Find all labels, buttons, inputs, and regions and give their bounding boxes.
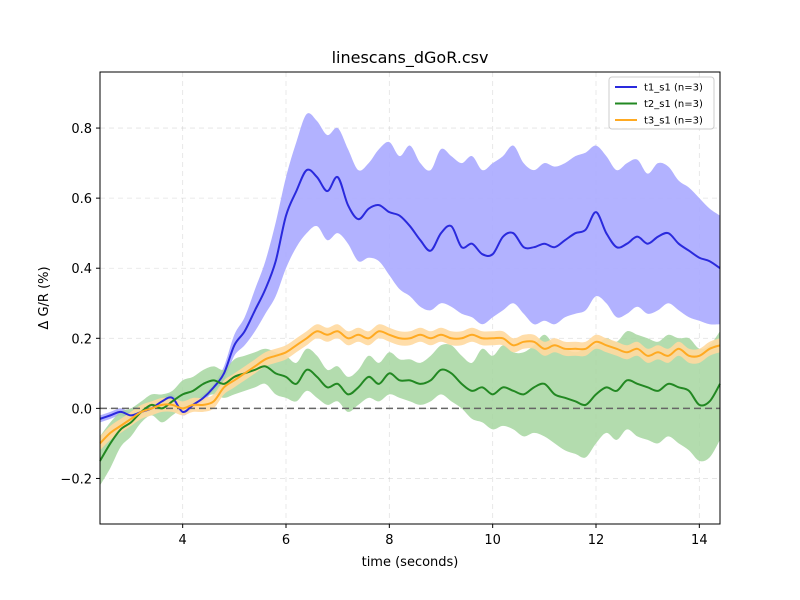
band-1 <box>100 113 720 423</box>
series-line-2 <box>99 365 721 462</box>
series-line-3 <box>99 330 721 445</box>
y-axis-label: Δ G/R (%) <box>37 266 52 329</box>
x-tick-label: 14 <box>691 533 708 548</box>
y-tick-label: 0.2 <box>71 332 92 347</box>
y-tick-label: 0.6 <box>71 192 92 207</box>
y-tick-label: 0.8 <box>71 122 92 137</box>
series-lines <box>99 168 721 462</box>
x-tick-label: 12 <box>588 533 605 548</box>
x-axis-label: time (seconds) <box>362 555 459 570</box>
legend-label-2: t2_s1 (n=3) <box>644 99 703 110</box>
x-tick-label: 10 <box>484 533 501 548</box>
x-tick-label: 6 <box>282 533 290 548</box>
legend-label-1: t1_s1 (n=3) <box>644 83 703 94</box>
x-tick-label: 4 <box>179 533 187 548</box>
chart-title: linescans_dGoR.csv <box>332 48 489 68</box>
y-tick-label: 0.0 <box>71 402 92 417</box>
legend-label-3: t3_s1 (n=3) <box>644 116 703 127</box>
legend-box <box>608 76 715 130</box>
band-3 <box>100 324 720 451</box>
y-tick-label: 0.4 <box>71 262 92 277</box>
series-line-1 <box>99 168 721 420</box>
y-axis-ticks: −0.2 0.0 0.2 0.4 0.6 0.8 <box>60 122 100 487</box>
legend: t1_s1 (n=3) t2_s1 (n=3) t3_s1 (n=3) <box>608 76 715 130</box>
plot-area-frame <box>99 71 721 525</box>
x-tick-label: 8 <box>385 533 393 548</box>
x-axis-ticks: 4 6 8 10 12 14 <box>179 524 708 548</box>
y-tick-label: −0.2 <box>60 472 92 487</box>
